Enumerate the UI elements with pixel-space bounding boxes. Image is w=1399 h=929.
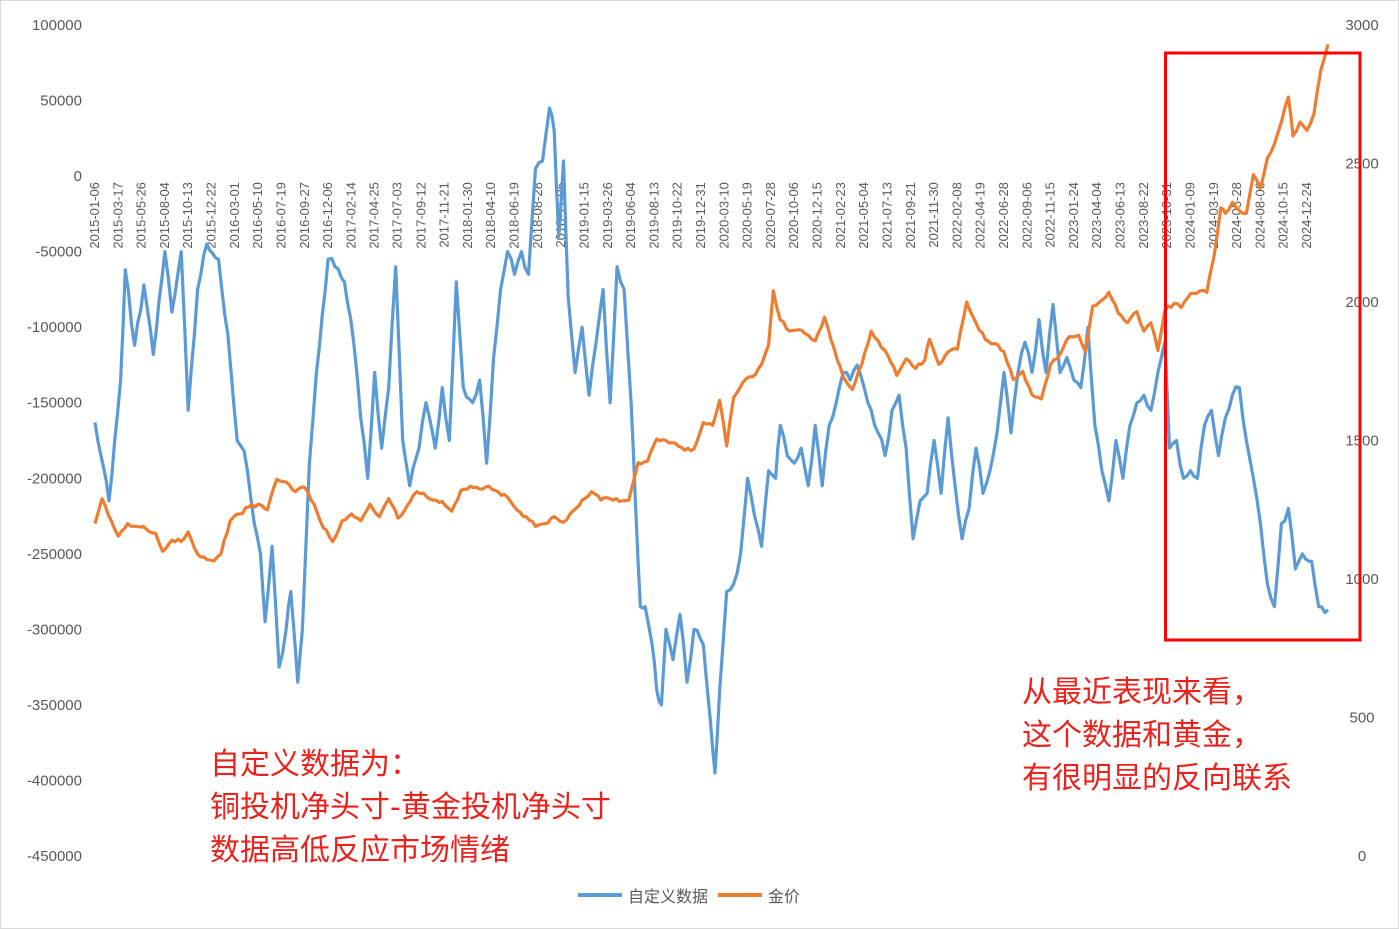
legend: 自定义数据 金价 xyxy=(578,883,810,907)
x-tick-label: 2019-10-22 xyxy=(670,182,685,249)
annotation-left: 自定义数据为： 铜投机净头寸-黄金投机净头寸 数据高低反应市场情绪 xyxy=(210,743,611,872)
legend-item-gold: 金价 xyxy=(718,883,800,907)
y-right-tick-label: 0 xyxy=(1358,848,1366,865)
x-tick-label: 2019-08-13 xyxy=(646,182,661,249)
y-right-tick-label: 1500 xyxy=(1345,433,1378,450)
x-tick-label: 2015-10-13 xyxy=(180,182,195,249)
x-tick-label: 2022-04-19 xyxy=(973,182,988,249)
x-tick-label: 2024-01-09 xyxy=(1182,182,1197,249)
y-left-axis: 100000 50000 0 -50000 -100000 -150000 -200000 -… xyxy=(27,17,82,865)
x-tick-label: 2024-05-28 xyxy=(1229,182,1244,249)
x-tick-label: 2018-06-19 xyxy=(507,182,522,249)
x-tick-label: 2023-06-13 xyxy=(1113,182,1128,249)
y-right-tick-label: 1000 xyxy=(1345,571,1378,588)
y-left-tick-label: 100000 xyxy=(32,17,82,34)
x-tick-label: 2016-03-01 xyxy=(227,182,242,249)
legend-item-custom: 自定义数据 xyxy=(578,883,708,907)
x-tick-label: 2016-09-27 xyxy=(297,182,312,249)
legend-swatch-custom xyxy=(578,893,622,897)
annotation-right-line-2: 这个数据和黄金， xyxy=(1022,718,1262,753)
x-tick-label: 2020-07-28 xyxy=(763,182,778,249)
legend-label-gold: 金价 xyxy=(768,887,801,906)
x-tick-label: 2017-11-21 xyxy=(437,182,452,248)
y-right-tick-label: 2500 xyxy=(1345,156,1378,173)
x-tick-label: 2017-02-14 xyxy=(343,182,358,249)
y-left-tick-label: -150000 xyxy=(27,395,82,412)
annotation-left-line-1: 自定义数据为： xyxy=(210,747,420,782)
x-tick-label: 2017-04-25 xyxy=(367,182,382,249)
y-left-tick-label: -350000 xyxy=(27,697,82,714)
x-tick-label: 2019-12-31 xyxy=(693,182,708,249)
x-tick-label: 2023-01-24 xyxy=(1066,182,1081,249)
x-tick-label: 2021-02-23 xyxy=(833,182,848,249)
x-tick-label: 2021-05-04 xyxy=(856,182,871,249)
x-tick-label: 2020-10-06 xyxy=(786,182,801,249)
x-tick-label: 2021-11-30 xyxy=(926,182,941,248)
y-left-tick-label: -50000 xyxy=(35,244,82,261)
x-axis: 2015-01-06 2015-03-17 2015-05-26 2015-08-04… xyxy=(87,182,1314,249)
y-left-tick-label: -400000 xyxy=(27,772,82,789)
y-left-tick-label: -100000 xyxy=(27,319,82,336)
annotation-left-line-3: 数据高低反应市场情绪 xyxy=(210,833,510,868)
x-tick-label: 2024-08-06 xyxy=(1252,182,1267,249)
x-tick-label: 2015-01-06 xyxy=(87,182,102,249)
series-line-gold xyxy=(93,43,1330,563)
x-tick-label: 2023-04-04 xyxy=(1089,182,1104,249)
annotation-left-line-2: 铜投机净头寸-黄金投机净头寸 xyxy=(210,790,611,825)
y-left-tick-label: -200000 xyxy=(27,470,82,487)
x-tick-label: 2024-12-24 xyxy=(1299,182,1314,249)
annotation-right-line-3: 有很明显的反向联系 xyxy=(1022,761,1292,796)
y-left-tick-label: 50000 xyxy=(40,93,82,110)
x-tick-label: 2018-01-30 xyxy=(460,182,475,249)
x-tick-label: 2022-09-06 xyxy=(1019,182,1034,249)
x-tick-label: 2015-12-22 xyxy=(204,182,219,249)
x-tick-label: 2016-05-10 xyxy=(250,182,265,249)
x-tick-label: 2020-12-15 xyxy=(810,182,825,249)
y-right-tick-label: 3000 xyxy=(1345,17,1378,34)
y-left-tick-label: -450000 xyxy=(27,848,82,865)
x-tick-label: 2021-09-21 xyxy=(903,182,918,249)
x-tick-label: 2020-03-10 xyxy=(716,182,731,249)
annotation-right: 从最近表现来看， 这个数据和黄金， 有很明显的反向联系 xyxy=(1022,671,1292,800)
x-tick-label: 2022-06-28 xyxy=(996,182,1011,249)
x-tick-label: 2022-02-08 xyxy=(949,182,964,249)
y-left-tick-label: -250000 xyxy=(27,546,82,563)
legend-swatch-gold xyxy=(718,893,763,897)
legend-label-custom: 自定义数据 xyxy=(628,887,709,906)
y-right-axis: 3000 2500 2000 1500 1000 500 0 xyxy=(1345,17,1378,865)
y-right-tick-label: 500 xyxy=(1349,710,1374,727)
x-tick-label: 2015-05-26 xyxy=(134,182,149,249)
y-left-tick-label: 0 xyxy=(74,168,82,185)
x-tick-label: 2016-07-19 xyxy=(273,182,288,249)
x-tick-label: 2020-05-19 xyxy=(740,182,755,249)
x-tick-label: 2021-07-13 xyxy=(879,182,894,249)
series-layer xyxy=(93,43,1330,775)
x-tick-label: 2015-03-17 xyxy=(110,182,125,249)
x-tick-label: 2017-09-12 xyxy=(413,182,428,249)
highlight-box xyxy=(1164,51,1362,642)
y-left-tick-label: -300000 xyxy=(27,621,82,638)
annotation-right-line-1: 从最近表现来看， xyxy=(1022,675,1262,710)
series-line-custom xyxy=(93,106,1330,775)
y-right-tick-label: 2000 xyxy=(1345,294,1378,311)
x-tick-label: 2019-06-04 xyxy=(623,182,638,249)
x-tick-label: 2018-04-10 xyxy=(483,182,498,249)
x-tick-label: 2019-03-26 xyxy=(600,182,615,249)
x-tick-label: 2017-07-03 xyxy=(390,182,405,249)
x-tick-label: 2016-12-06 xyxy=(320,182,335,249)
x-tick-label: 2015-08-04 xyxy=(157,182,172,249)
x-tick-label: 2019-01-15 xyxy=(576,182,591,249)
x-tick-label: 2023-08-22 xyxy=(1136,182,1151,249)
x-tick-label: 2022-11-15 xyxy=(1043,182,1058,248)
x-tick-label: 2024-10-15 xyxy=(1276,182,1291,249)
